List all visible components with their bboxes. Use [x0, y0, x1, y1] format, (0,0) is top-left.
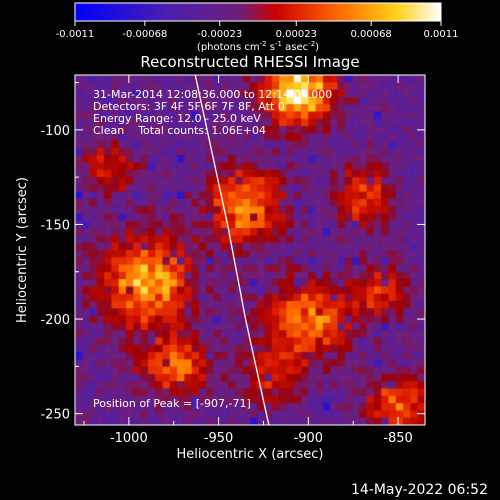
- x-axis-label: Heliocentric X (arcsec): [177, 447, 324, 462]
- y-axis-label: Heliocentric Y (arcsec): [15, 177, 30, 323]
- colorbar-tick-label: -0.00068: [122, 29, 167, 40]
- annotation-clean-counts: Clean Total counts: 1.06E+04: [93, 124, 266, 137]
- annotation-time-range: 31-Mar-2014 12:08:36.000 to 12:14:04.000: [93, 88, 332, 101]
- chart-title: Reconstructed RHESSI Image: [140, 53, 360, 71]
- annotation-detectors: Detectors: 3F 4F 5F 6F 7F 8F, Att 0: [93, 100, 285, 113]
- plot-frame: [74, 74, 426, 426]
- colorbar-tick-label: 0.0011: [424, 29, 459, 40]
- y-tick-label: -150: [40, 218, 70, 233]
- colorbar: -0.0011 -0.00068 -0.00023 0.00023 0.00068 0.0…: [56, 2, 459, 53]
- x-axis-ticks: -1000 -950 -900 -850: [83, 75, 413, 446]
- y-tick-label: -200: [40, 313, 70, 328]
- y-tick-label: -100: [40, 124, 70, 139]
- colorbar-label: (photons cm-2 s-1 asec-2): [197, 40, 319, 53]
- x-tick-label: -850: [383, 431, 413, 446]
- x-tick-label: -1000: [110, 431, 148, 446]
- colorbar-tick-label: 0.00068: [350, 29, 391, 40]
- colorbar-ticks: -0.0011 -0.00068 -0.00023 0.00023 0.00068 0.0…: [56, 21, 459, 40]
- colorbar-tick-label: -0.00023: [197, 29, 242, 40]
- colorbar-tick-label: -0.0011: [56, 29, 95, 40]
- x-tick-label: -900: [294, 431, 324, 446]
- footer-date: 14-May-2022 06:52: [350, 482, 488, 498]
- x-tick-label: -950: [204, 431, 234, 446]
- colorbar-tick-label: 0.00023: [276, 29, 317, 40]
- solar-limb-line: [194, 74, 270, 426]
- info-annotations: 31-Mar-2014 12:08:36.000 to 12:14:04.000…: [93, 88, 332, 137]
- y-tick-label: -250: [40, 408, 70, 423]
- annotation-energy-range: Energy Range: 12.0 - 25.0 keV: [93, 112, 261, 125]
- y-axis-ticks: -100 -150 -200 -250: [40, 82, 425, 423]
- heatmap-image: [75, 75, 425, 425]
- colorbar-gradient: [74, 2, 442, 22]
- peak-position-label: Position of Peak = [-907,-71]: [93, 397, 251, 410]
